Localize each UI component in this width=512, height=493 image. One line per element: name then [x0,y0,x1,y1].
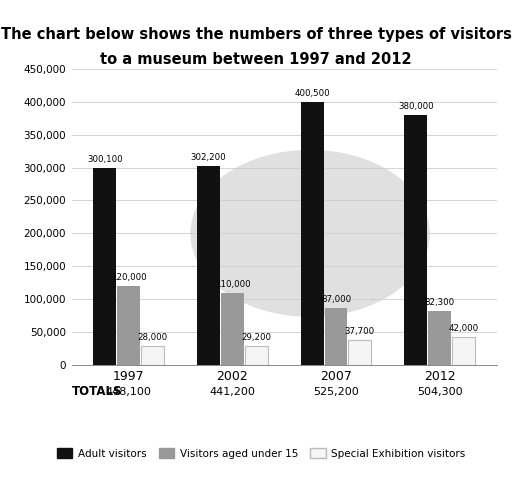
Bar [141,347,164,365]
Bar [221,292,244,365]
Text: 42,000: 42,000 [449,324,479,333]
Text: 441,200: 441,200 [209,387,255,397]
Bar [117,286,140,365]
Bar [452,337,475,365]
Text: 448,100: 448,100 [106,387,152,397]
Bar [94,168,116,365]
Text: 110,000: 110,000 [215,280,250,288]
Bar [428,311,451,365]
Bar [197,166,220,365]
Bar [245,346,268,365]
Text: 120,000: 120,000 [111,273,146,282]
Text: 37,700: 37,700 [345,327,375,336]
Text: 29,200: 29,200 [241,333,271,342]
Text: 525,200: 525,200 [313,387,359,397]
Legend: Adult visitors, Visitors aged under 15, Special Exhibition visitors: Adult visitors, Visitors aged under 15, … [53,444,470,463]
Circle shape [191,150,429,316]
Text: to a museum between 1997 and 2012: to a museum between 1997 and 2012 [100,52,412,67]
Text: The chart below shows the numbers of three types of visitors: The chart below shows the numbers of thr… [1,27,511,42]
Text: 380,000: 380,000 [398,102,434,111]
Text: 504,300: 504,300 [417,387,462,397]
Text: 302,200: 302,200 [190,153,226,162]
Text: 82,300: 82,300 [424,298,455,307]
Text: 300,100: 300,100 [87,155,123,164]
Text: 87,000: 87,000 [321,295,351,304]
Text: 400,500: 400,500 [294,89,330,98]
Bar [301,102,324,365]
Bar [404,115,427,365]
Bar [325,308,347,365]
Text: 28,000: 28,000 [137,333,167,343]
Bar [349,340,371,365]
Text: TOTALS: TOTALS [72,386,122,398]
